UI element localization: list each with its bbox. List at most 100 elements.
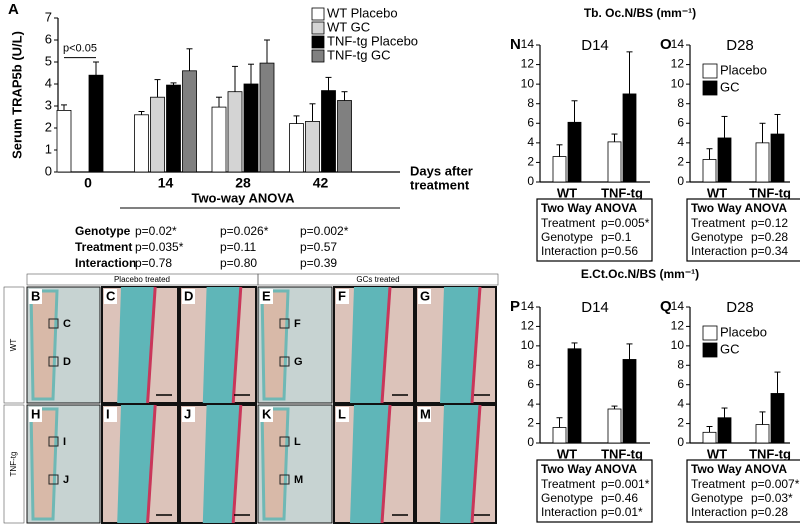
x-tick-label: WT xyxy=(557,185,577,200)
letter-bg xyxy=(260,407,273,422)
letter-bg xyxy=(104,289,117,304)
anova-factor: Treatment xyxy=(691,216,746,230)
panel-letter: L xyxy=(338,406,346,421)
panel-letter: H xyxy=(31,406,40,421)
anova-factor: Genotype xyxy=(541,230,593,244)
bar xyxy=(567,348,582,444)
inset-label: I xyxy=(63,436,66,448)
cortex-band xyxy=(202,287,241,403)
bar xyxy=(243,83,259,173)
x-tick-label: 0 xyxy=(84,175,92,191)
bar xyxy=(211,106,227,173)
y-tick-label: 12 xyxy=(521,57,535,71)
legend-swatch xyxy=(702,80,718,96)
osteoclast-edge xyxy=(470,404,482,524)
y-tick-label: 4 xyxy=(677,396,684,410)
anova-value: p=0.02* xyxy=(135,224,177,238)
legend-swatch xyxy=(702,342,718,358)
y-tick-label: 0 xyxy=(527,174,534,188)
bar xyxy=(289,123,304,173)
anova-factor: Interaction xyxy=(75,256,136,270)
inset-label: M xyxy=(294,474,303,486)
bone-shape xyxy=(29,407,59,521)
inset-label: C xyxy=(63,318,71,330)
panel-letter: N xyxy=(510,36,521,53)
letter-bg xyxy=(336,407,349,422)
panel-letter: A xyxy=(8,1,19,18)
inset-box xyxy=(48,436,59,447)
bar xyxy=(337,100,352,173)
y-tick-label: 2 xyxy=(527,155,534,169)
bone-shape xyxy=(260,407,290,521)
inset-label: G xyxy=(294,356,303,368)
bar xyxy=(150,96,165,173)
y-tick-label: 4 xyxy=(527,135,534,149)
y-tick-label: 7 xyxy=(45,9,52,24)
y-tick-label: 3 xyxy=(45,97,52,112)
inset-label: J xyxy=(63,474,69,486)
bar xyxy=(702,431,717,444)
bar xyxy=(717,137,732,183)
anova-value: p=0.11 xyxy=(220,240,256,254)
anova-value: p=0.002* xyxy=(300,224,349,238)
letter-bg xyxy=(260,289,273,304)
bar xyxy=(552,427,567,444)
osteoclast-edge xyxy=(231,286,243,404)
bar xyxy=(717,417,732,444)
anova-factor: Genotype xyxy=(541,491,593,505)
panel-letter: F xyxy=(338,288,346,303)
y-tick-label: 14 xyxy=(521,299,535,313)
y-tick-label: 14 xyxy=(671,37,685,51)
panel-letter: Q xyxy=(660,298,672,315)
inset-label: L xyxy=(294,436,301,448)
anova-factor: Treatment xyxy=(541,216,596,230)
panel-letter: J xyxy=(184,406,191,421)
cortex-band xyxy=(350,287,390,403)
anova-value: p=0.78 xyxy=(135,256,172,270)
legend-label: Placebo xyxy=(720,62,767,77)
osteoclast-edge xyxy=(146,286,157,404)
legend-swatch xyxy=(702,325,718,341)
panel-letter: D xyxy=(184,288,193,303)
bar xyxy=(755,424,770,444)
x-tick-label: 42 xyxy=(313,175,329,191)
y-tick-label: 1 xyxy=(45,141,52,156)
y-tick-label: 5 xyxy=(45,53,52,68)
row-label: TNF-tg xyxy=(9,452,18,477)
cortex-band xyxy=(117,287,156,403)
anova-value: p=0.01* xyxy=(601,505,643,519)
y-tick-label: 2 xyxy=(527,416,534,430)
cortex-band xyxy=(202,405,241,523)
legend-label: WT Placebo xyxy=(327,5,398,20)
letter-bg xyxy=(29,407,42,422)
legend-label: Placebo xyxy=(720,324,767,339)
osteoclast-edge xyxy=(146,404,157,524)
y-tick-label: 4 xyxy=(45,75,52,90)
chart-title: D14 xyxy=(581,299,609,316)
inset-box xyxy=(279,436,290,447)
y-tick-label: 0 xyxy=(677,435,684,449)
y-tick-label: 10 xyxy=(671,338,685,352)
bone-shape xyxy=(29,289,59,401)
bar xyxy=(56,110,72,173)
anova-box xyxy=(686,198,800,262)
x-tick-label: WT xyxy=(707,446,727,461)
chart-title: D14 xyxy=(581,37,609,54)
osteoclast-edge xyxy=(470,286,482,404)
legend-label: GC xyxy=(720,79,740,94)
anova-value: p=0.46 xyxy=(601,491,638,505)
x-tick-label: TNF-tg xyxy=(749,185,791,200)
letter-bg xyxy=(336,289,349,304)
bone-shape xyxy=(260,289,290,401)
y-tick-label: 6 xyxy=(527,115,534,129)
anova-factor: Treatment xyxy=(541,477,596,491)
letter-bg xyxy=(418,407,431,422)
bar xyxy=(259,62,275,173)
panel-letter: B xyxy=(31,288,40,303)
bar xyxy=(552,156,567,183)
anova-factor: Genotype xyxy=(691,230,743,244)
anova-box xyxy=(536,198,653,262)
section-title: E.Ct.Oc.N/BS (mm⁻¹) xyxy=(581,267,699,281)
x-tick-label: 28 xyxy=(235,175,251,191)
panel-letter: E xyxy=(262,288,271,303)
